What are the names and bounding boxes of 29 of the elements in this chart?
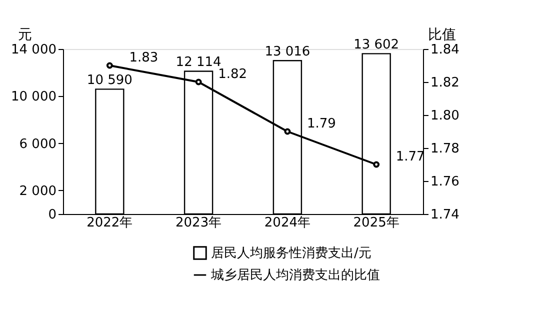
legend-label: 居民人均服务性消费支出/元 (211, 246, 372, 261)
data-label: 13 016 (264, 44, 310, 60)
point (373, 161, 380, 168)
y2-tick-label: 1.80 (430, 108, 460, 124)
data-label: 1.83 (129, 50, 158, 66)
x-tick-label: 2023年 (176, 216, 222, 230)
y2-tick-label: 1.76 (430, 174, 460, 190)
point (284, 128, 291, 135)
legend-label: 城乡居民人均消费支出的比值 (210, 268, 380, 283)
y2-tick-label: 1.82 (430, 76, 460, 90)
data-label: 13 602 (354, 38, 400, 53)
y2-tick-label: 1.78 (430, 142, 460, 156)
y2-tick-label: 1.84 (430, 42, 460, 58)
x-tick-label: 2022年 (86, 216, 133, 230)
y-tick-label: 14 000 (11, 42, 56, 58)
x-tick-label: 2024年 (264, 216, 310, 230)
data-label: 10 590 (86, 73, 132, 88)
y-tick-label: 0 (48, 208, 56, 222)
x-tick-label: 2025年 (353, 216, 400, 230)
data-label: 1.77 (396, 150, 425, 164)
y-axis-title: 元 (18, 27, 32, 43)
y2-tick-label: 1.74 (430, 208, 460, 222)
y-tick-label: 10 000 (11, 90, 56, 105)
point (106, 62, 113, 69)
y2-axis-title: 比值 (428, 27, 456, 43)
y-tick-label: 2 000 (19, 184, 56, 199)
point (195, 78, 202, 86)
data-label: 1.79 (306, 116, 336, 132)
y-tick-label: 6 000 (19, 136, 56, 152)
